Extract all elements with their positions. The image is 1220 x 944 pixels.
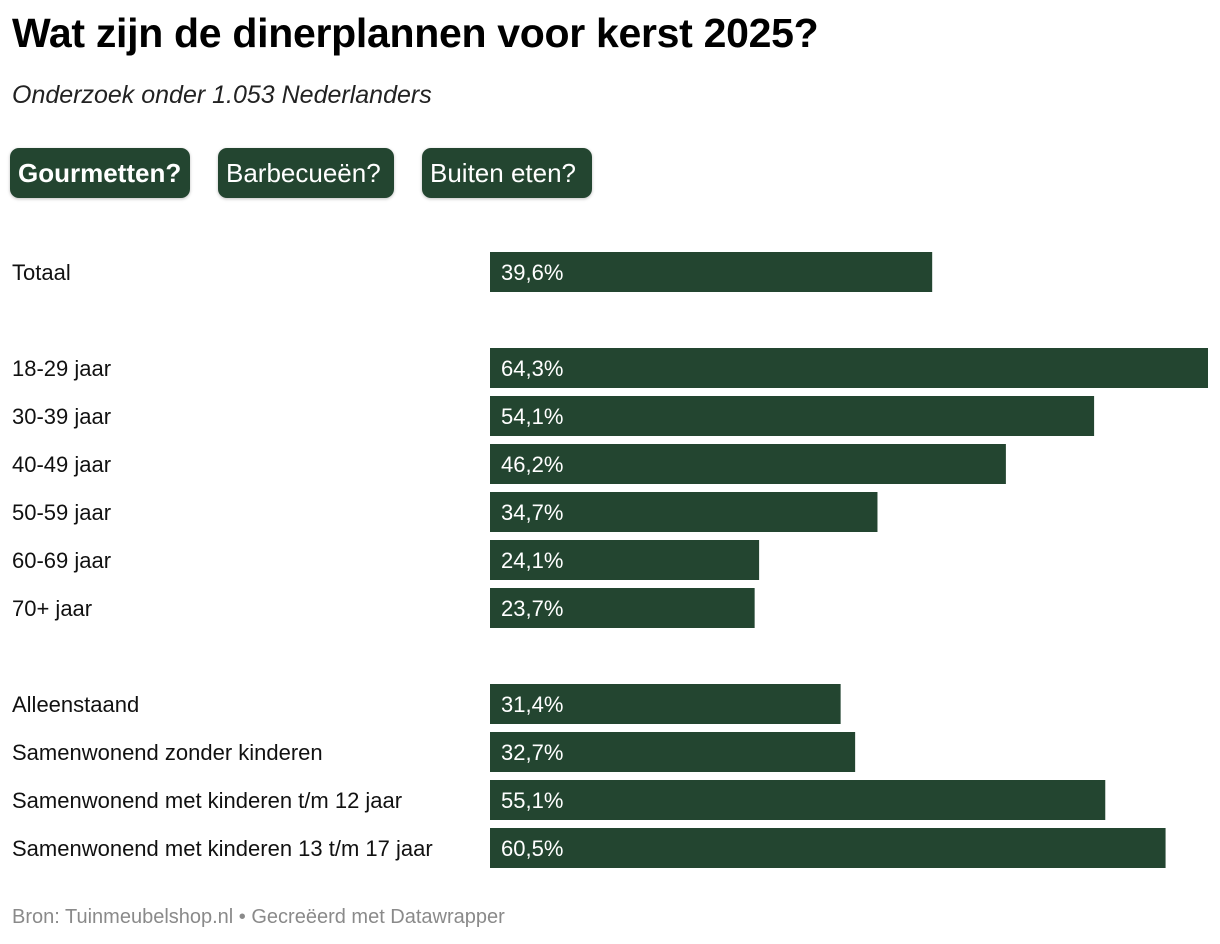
bar: [490, 828, 1166, 868]
value-label: 34,7%: [501, 500, 563, 525]
bar: [490, 252, 933, 292]
category-label: Samenwonend zonder kinderen: [12, 740, 323, 765]
bar: [490, 684, 841, 724]
category-label: Totaal: [12, 260, 71, 285]
value-label: 24,1%: [501, 548, 563, 573]
value-label: 46,2%: [501, 452, 563, 477]
value-label: 64,3%: [501, 356, 563, 381]
value-label: 31,4%: [501, 692, 563, 717]
category-label: Samenwonend met kinderen 13 t/m 17 jaar: [12, 836, 433, 861]
tab-buiten-eten[interactable]: Buiten eten?: [422, 148, 592, 198]
tab-gourmetten[interactable]: Gourmetten?: [10, 148, 190, 198]
source-footer: Bron: Tuinmeubelshop.nl • Gecreëerd met …: [12, 906, 505, 928]
bar: [490, 588, 755, 628]
value-label: 60,5%: [501, 836, 563, 861]
bar: [490, 732, 856, 772]
bar: [490, 348, 1208, 388]
tab-barbecueen[interactable]: Barbecueën?: [218, 148, 394, 198]
chart-subtitle: Onderzoek onder 1.053 Nederlanders: [12, 81, 432, 109]
category-label: 30-39 jaar: [12, 404, 111, 429]
category-label: 50-59 jaar: [12, 500, 111, 525]
value-label: 39,6%: [501, 260, 563, 285]
chart-title: Wat zijn de dinerplannen voor kerst 2025…: [12, 10, 819, 56]
bar: [490, 780, 1106, 820]
category-label: 40-49 jaar: [12, 452, 111, 477]
bar: [490, 444, 1006, 484]
value-label: 23,7%: [501, 596, 563, 621]
value-label: 32,7%: [501, 740, 563, 765]
bar: [490, 540, 760, 580]
category-label: Samenwonend met kinderen t/m 12 jaar: [12, 788, 402, 813]
value-label: 55,1%: [501, 788, 563, 813]
category-label: 60-69 jaar: [12, 548, 111, 573]
category-label: 18-29 jaar: [12, 356, 111, 381]
value-label: 54,1%: [501, 404, 563, 429]
bar: [490, 396, 1095, 436]
category-label: 70+ jaar: [12, 596, 92, 621]
category-label: Alleenstaand: [12, 692, 139, 717]
bar: [490, 492, 878, 532]
